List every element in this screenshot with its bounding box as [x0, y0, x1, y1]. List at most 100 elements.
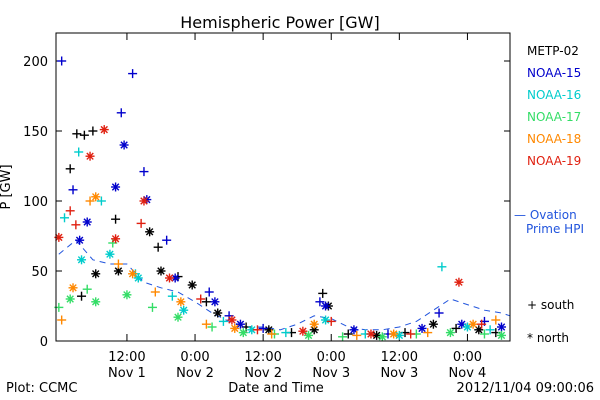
data-point-noaa-17 — [238, 328, 248, 338]
data-point-noaa-19 — [99, 125, 109, 135]
data-point-noaa-17 — [445, 328, 455, 338]
data-point-noaa-18 — [201, 319, 211, 329]
marker-stroke — [174, 313, 182, 321]
data-point-noaa-18 — [389, 329, 399, 339]
marker-stroke — [111, 183, 120, 191]
legend-entry: METP-02 — [527, 44, 579, 58]
data-point-noaa-17 — [91, 297, 101, 307]
data-point-metp-02 — [213, 308, 223, 318]
data-point-noaa-19 — [227, 315, 237, 325]
data-point-noaa-15 — [170, 273, 180, 283]
data-point-noaa-18 — [176, 297, 186, 307]
marker-stroke — [134, 274, 143, 282]
marker-stroke — [128, 270, 137, 278]
data-point-noaa-17 — [207, 322, 217, 332]
marker-stroke — [446, 328, 455, 337]
data-point-noaa-18 — [423, 328, 433, 338]
data-point-noaa-17 — [147, 302, 157, 312]
marker-stroke — [157, 267, 165, 275]
data-point-metp-02 — [145, 227, 155, 237]
data-markers — [54, 56, 506, 342]
marker-stroke — [140, 197, 148, 205]
marker-stroke — [497, 323, 506, 331]
data-point-metp-02 — [318, 288, 328, 298]
data-point-noaa-16 — [167, 291, 177, 301]
data-point-noaa-16 — [105, 249, 115, 259]
data-point-noaa-19 — [165, 273, 174, 283]
legend-reference-line2: Prime HPI — [526, 222, 584, 236]
data-point-noaa-16 — [394, 330, 404, 340]
marker-stroke — [458, 320, 466, 328]
data-point-noaa-18 — [309, 319, 319, 329]
y-axis-ticks: 0 50 100 150 200 — [23, 55, 510, 350]
marker-stroke — [231, 324, 239, 333]
data-point-noaa-16 — [96, 196, 106, 206]
data-point-noaa-19 — [136, 218, 146, 228]
data-point-noaa-19 — [406, 329, 416, 339]
marker-stroke — [179, 306, 188, 314]
data-point-noaa-19 — [477, 319, 487, 329]
data-point-noaa-15 — [139, 167, 149, 177]
marker-stroke — [91, 270, 100, 278]
data-point-metp-02 — [77, 291, 87, 301]
marker-stroke — [350, 326, 358, 334]
marker-stroke — [106, 250, 114, 258]
marker-stroke — [469, 320, 477, 328]
data-point-noaa-17 — [173, 312, 183, 322]
marker-stroke — [69, 284, 77, 292]
data-point-noaa-19 — [196, 294, 206, 304]
data-point-metp-02 — [343, 329, 353, 339]
legend-entry: NOAA-16 — [527, 88, 581, 102]
y-tick-label: 50 — [31, 265, 48, 280]
marker-stroke — [86, 152, 94, 160]
data-point-noaa-16 — [77, 255, 87, 265]
data-point-noaa-18 — [230, 323, 240, 333]
marker-stroke — [236, 320, 245, 328]
data-point-metp-02 — [79, 130, 89, 140]
data-point-noaa-19 — [366, 329, 376, 339]
marker-stroke — [321, 316, 330, 324]
data-point-noaa-15 — [128, 69, 138, 79]
legend-marker-south: + south — [527, 298, 574, 312]
marker-stroke — [265, 326, 273, 334]
marker-stroke — [299, 327, 307, 335]
legend-entry: NOAA-15 — [527, 66, 581, 80]
data-point-noaa-16 — [133, 273, 143, 283]
data-point-noaa-18 — [57, 315, 67, 325]
x-tick-label-time: 12:00 — [381, 350, 418, 365]
data-point-noaa-15 — [235, 319, 245, 329]
data-point-noaa-15 — [258, 323, 268, 333]
legend-marker-north: * north — [527, 331, 569, 345]
data-point-noaa-18 — [91, 192, 101, 202]
data-point-noaa-15 — [57, 56, 67, 66]
data-point-noaa-19 — [252, 325, 262, 335]
x-tick-label-date: Nov 4 — [449, 366, 487, 381]
marker-stroke — [100, 125, 108, 134]
data-point-noaa-15 — [417, 323, 427, 333]
plot-frame — [55, 32, 511, 342]
data-point-noaa-16 — [218, 316, 228, 326]
data-point-noaa-18 — [267, 329, 277, 339]
marker-stroke — [418, 324, 426, 333]
marker-stroke — [120, 141, 128, 149]
data-point-noaa-15 — [496, 322, 506, 332]
data-point-noaa-18 — [68, 283, 78, 293]
data-point-noaa-18 — [491, 315, 501, 325]
data-point-noaa-15 — [82, 217, 92, 227]
data-point-metp-02 — [187, 280, 197, 290]
data-point-metp-02 — [156, 266, 166, 276]
marker-stroke — [55, 233, 63, 242]
data-point-noaa-17 — [65, 294, 75, 304]
x-tick-label-time: 0:00 — [453, 350, 482, 365]
y-tick-label: 0 — [40, 335, 48, 350]
data-point-noaa-18 — [150, 287, 160, 297]
chart-title: Hemispheric Power [GW] — [180, 13, 379, 32]
x-tick-label-time: 12:00 — [244, 350, 281, 365]
marker-stroke — [455, 278, 463, 286]
y-tick-label: 100 — [23, 195, 48, 210]
data-point-noaa-16 — [60, 213, 70, 223]
data-point-noaa-15 — [204, 287, 214, 297]
data-point-noaa-19 — [326, 316, 336, 326]
data-point-noaa-15 — [162, 235, 172, 245]
